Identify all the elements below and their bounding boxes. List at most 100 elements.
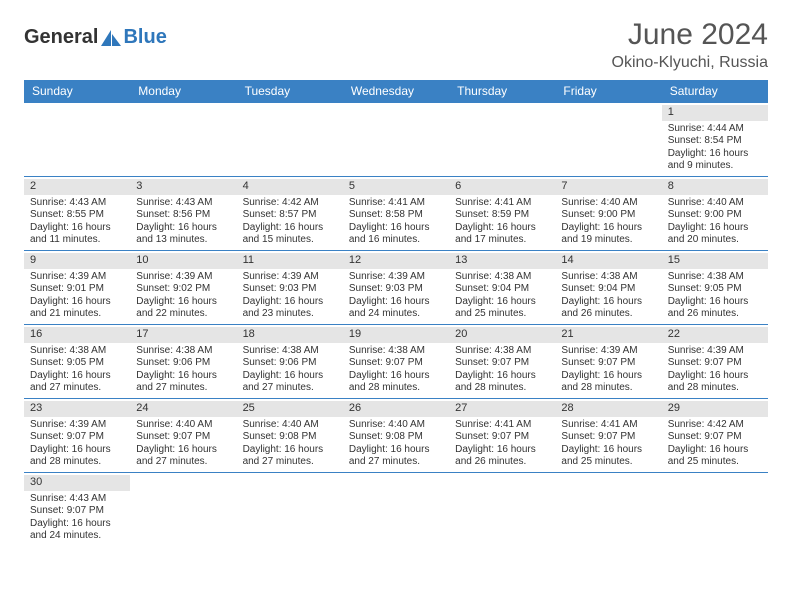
day-number: 9: [24, 253, 130, 269]
weekday-header: Wednesday: [343, 80, 449, 103]
sunrise-line: Sunrise: 4:39 AM: [136, 271, 230, 284]
day-number: 20: [449, 327, 555, 343]
sunset-line: Sunset: 9:03 PM: [349, 283, 443, 296]
day-cell: [130, 473, 236, 547]
day-number: 5: [343, 179, 449, 195]
weekday-header: Monday: [130, 80, 236, 103]
sunset-line: Sunset: 9:00 PM: [561, 209, 655, 222]
day-number: 17: [130, 327, 236, 343]
day-cell: 6Sunrise: 4:41 AMSunset: 8:59 PMDaylight…: [449, 177, 555, 251]
day-cell: 21Sunrise: 4:39 AMSunset: 9:07 PMDayligh…: [555, 325, 661, 399]
daylight-line: Daylight: 16 hours and 27 minutes.: [136, 370, 230, 395]
day-number: 15: [662, 253, 768, 269]
sunset-line: Sunset: 9:07 PM: [668, 357, 762, 370]
sunrise-line: Sunrise: 4:42 AM: [668, 419, 762, 432]
sunset-line: Sunset: 8:57 PM: [243, 209, 337, 222]
sunset-line: Sunset: 9:07 PM: [455, 357, 549, 370]
day-number: 12: [343, 253, 449, 269]
logo-text-1: General: [24, 26, 98, 49]
sunrise-line: Sunrise: 4:38 AM: [243, 345, 337, 358]
sunrise-line: Sunrise: 4:40 AM: [668, 197, 762, 210]
sunrise-line: Sunrise: 4:41 AM: [349, 197, 443, 210]
sunrise-line: Sunrise: 4:40 AM: [136, 419, 230, 432]
sunrise-line: Sunrise: 4:42 AM: [243, 197, 337, 210]
sunset-line: Sunset: 9:07 PM: [30, 431, 124, 444]
day-cell: 29Sunrise: 4:42 AMSunset: 9:07 PMDayligh…: [662, 399, 768, 473]
daylight-line: Daylight: 16 hours and 11 minutes.: [30, 222, 124, 247]
daylight-line: Daylight: 16 hours and 15 minutes.: [243, 222, 337, 247]
sunrise-line: Sunrise: 4:40 AM: [243, 419, 337, 432]
day-cell: [555, 473, 661, 547]
daylight-line: Daylight: 16 hours and 28 minutes.: [668, 370, 762, 395]
daylight-line: Daylight: 16 hours and 27 minutes.: [136, 444, 230, 469]
day-number: 19: [343, 327, 449, 343]
daylight-line: Daylight: 16 hours and 13 minutes.: [136, 222, 230, 247]
day-cell: 22Sunrise: 4:39 AMSunset: 9:07 PMDayligh…: [662, 325, 768, 399]
daylight-line: Daylight: 16 hours and 9 minutes.: [668, 148, 762, 173]
title-block: June 2024 Okino-Klyuchi, Russia: [612, 18, 769, 72]
sunset-line: Sunset: 9:04 PM: [455, 283, 549, 296]
day-cell: 25Sunrise: 4:40 AMSunset: 9:08 PMDayligh…: [237, 399, 343, 473]
day-cell: 20Sunrise: 4:38 AMSunset: 9:07 PMDayligh…: [449, 325, 555, 399]
daylight-line: Daylight: 16 hours and 20 minutes.: [668, 222, 762, 247]
sunset-line: Sunset: 9:06 PM: [243, 357, 337, 370]
daylight-line: Daylight: 16 hours and 21 minutes.: [30, 296, 124, 321]
sunrise-line: Sunrise: 4:43 AM: [30, 197, 124, 210]
sunrise-line: Sunrise: 4:41 AM: [455, 197, 549, 210]
weekday-header: Sunday: [24, 80, 130, 103]
sunrise-line: Sunrise: 4:38 AM: [455, 271, 549, 284]
day-cell: 3Sunrise: 4:43 AMSunset: 8:56 PMDaylight…: [130, 177, 236, 251]
sunset-line: Sunset: 9:00 PM: [668, 209, 762, 222]
weekday-header-row: Sunday Monday Tuesday Wednesday Thursday…: [24, 80, 768, 103]
day-cell: 14 Sunrise: 4:38 AMSunset: 9:04 PMDayligh…: [555, 251, 661, 325]
sunrise-line: Sunrise: 4:38 AM: [668, 271, 762, 284]
day-cell: [237, 103, 343, 177]
day-cell: 5Sunrise: 4:41 AMSunset: 8:58 PMDaylight…: [343, 177, 449, 251]
daylight-line: Daylight: 16 hours and 25 minutes.: [561, 444, 655, 469]
daylight-line: Daylight: 16 hours and 26 minutes.: [455, 444, 549, 469]
day-number: 30: [24, 475, 130, 491]
logo-text-2: Blue: [123, 26, 166, 49]
sunset-line: Sunset: 9:05 PM: [30, 357, 124, 370]
sunrise-line: Sunrise: 4:43 AM: [136, 197, 230, 210]
sunset-line: Sunset: 9:07 PM: [30, 505, 124, 518]
sunrise-line: Sunrise: 4:44 AM: [668, 123, 762, 136]
sunset-line: Sunset: 9:03 PM: [243, 283, 337, 296]
daylight-line: Daylight: 16 hours and 25 minutes.: [455, 296, 549, 321]
daylight-line: Daylight: 16 hours and 26 minutes.: [561, 296, 655, 321]
day-number: 4: [237, 179, 343, 195]
day-cell: 9Sunrise: 4:39 AMSunset: 9:01 PMDaylight…: [24, 251, 130, 325]
day-number: 16: [24, 327, 130, 343]
sunrise-line: Sunrise: 4:43 AM: [30, 493, 124, 506]
weekday-header: Thursday: [449, 80, 555, 103]
sunrise-line: Sunrise: 4:38 AM: [561, 271, 655, 284]
sunrise-line: Sunrise: 4:38 AM: [455, 345, 549, 358]
daylight-line: Daylight: 16 hours and 17 minutes.: [455, 222, 549, 247]
day-cell: [555, 103, 661, 177]
sunrise-line: Sunrise: 4:39 AM: [243, 271, 337, 284]
day-cell: 12Sunrise: 4:39 AMSunset: 9:03 PMDayligh…: [343, 251, 449, 325]
day-number: 14: [555, 253, 661, 269]
day-cell: [130, 103, 236, 177]
daylight-line: Daylight: 16 hours and 25 minutes.: [668, 444, 762, 469]
day-cell: [24, 103, 130, 177]
day-cell: 13Sunrise: 4:38 AMSunset: 9:04 PMDayligh…: [449, 251, 555, 325]
day-number: 11: [237, 253, 343, 269]
logo-sail-icon: [100, 29, 122, 47]
daylight-line: Daylight: 16 hours and 22 minutes.: [136, 296, 230, 321]
day-cell: 16Sunrise: 4:38 AMSunset: 9:05 PMDayligh…: [24, 325, 130, 399]
day-cell: 7Sunrise: 4:40 AMSunset: 9:00 PMDaylight…: [555, 177, 661, 251]
daylight-line: Daylight: 16 hours and 28 minutes.: [561, 370, 655, 395]
day-number: 26: [343, 401, 449, 417]
sunset-line: Sunset: 9:01 PM: [30, 283, 124, 296]
day-number: 25: [237, 401, 343, 417]
month-title: June 2024: [612, 18, 769, 52]
day-number: 18: [237, 327, 343, 343]
sunset-line: Sunset: 8:56 PM: [136, 209, 230, 222]
daylight-line: Daylight: 16 hours and 27 minutes.: [30, 370, 124, 395]
day-number: 27: [449, 401, 555, 417]
day-cell: 18Sunrise: 4:38 AMSunset: 9:06 PMDayligh…: [237, 325, 343, 399]
sunset-line: Sunset: 8:54 PM: [668, 135, 762, 148]
sunset-line: Sunset: 9:04 PM: [561, 283, 655, 296]
sunset-line: Sunset: 9:07 PM: [455, 431, 549, 444]
